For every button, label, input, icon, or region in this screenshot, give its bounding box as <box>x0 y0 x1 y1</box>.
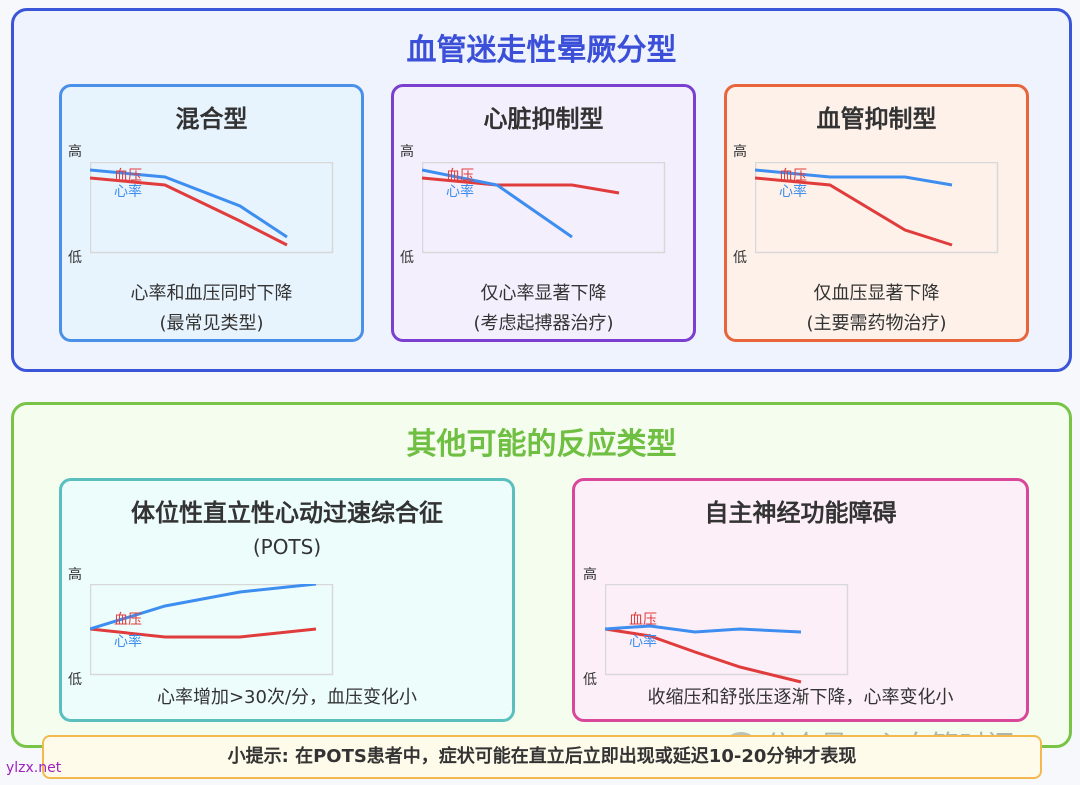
card-desc: 收缩压和舒张压逐渐下降，心率变化小 <box>647 687 954 708</box>
bp-line <box>605 627 802 684</box>
card-desc-line2: (最常见类型) <box>159 313 264 334</box>
axis-low-label: 低 <box>583 672 597 688</box>
line-chart <box>755 162 999 254</box>
axis-high-label: 高 <box>583 567 597 583</box>
legend-hr: 心率 <box>446 184 474 200</box>
legend-hr: 心率 <box>779 184 807 200</box>
legend-hr: 心率 <box>114 634 142 650</box>
vasovagal-syncope-types-section: 血管迷走性晕厥分型 混合型 高 低 血压 心率 心率和血压同时下降 (最常见类型… <box>11 8 1072 372</box>
card-subtitle: (POTS) <box>252 535 322 559</box>
line-chart <box>90 162 334 254</box>
card-title: 血管抑制型 <box>816 105 937 133</box>
legend-hr: 心率 <box>114 184 142 200</box>
bp-line <box>90 176 288 247</box>
axis-low-label: 低 <box>68 250 82 266</box>
card-title: 体位性直立性心动过速综合征 <box>131 499 443 527</box>
legend-bp: 血压 <box>114 612 142 628</box>
hr-line <box>755 168 953 187</box>
card-desc-line1: 心率和血压同时下降 <box>130 283 293 304</box>
section-title: 其他可能的反应类型 <box>406 427 677 462</box>
hr-line <box>605 624 802 634</box>
hr-line <box>90 584 317 631</box>
axis-low-label: 低 <box>400 250 414 266</box>
axis-high-label: 高 <box>733 144 747 160</box>
site-label: ylzx.net <box>6 760 62 776</box>
axis-low-label: 低 <box>68 672 82 688</box>
bp-line <box>755 176 953 247</box>
card-vasodepressor-type: 血管抑制型 高 低 血压 心率 仅血压显著下降 (主要需药物治疗) <box>724 84 1029 342</box>
legend-bp: 血压 <box>779 168 807 184</box>
card-title: 自主神经功能障碍 <box>704 499 897 527</box>
card-title: 混合型 <box>175 105 248 133</box>
axis-high-label: 高 <box>68 144 82 160</box>
card-desc: 心率增加>30次/分，血压变化小 <box>156 687 418 708</box>
section-title: 血管迷走性晕厥分型 <box>406 33 677 68</box>
legend-bp: 血压 <box>446 168 474 184</box>
axis-low-label: 低 <box>733 250 747 266</box>
axis-high-label: 高 <box>400 144 414 160</box>
card-desc-line1: 仅血压显著下降 <box>813 283 940 304</box>
card-cardioinhibitory-type: 心脏抑制型 高 低 血压 心率 仅心率显著下降 (考虑起搏器治疗) <box>391 84 696 342</box>
bp-line <box>90 627 317 639</box>
axis-high-label: 高 <box>68 567 82 583</box>
hr-line <box>90 168 288 239</box>
other-reaction-types-section: 其他可能的反应类型 体位性直立性心动过速综合征 (POTS) 高 低 血压 心率… <box>11 402 1072 748</box>
card-mixed-type: 混合型 高 低 血压 心率 心率和血压同时下降 (最常见类型) <box>59 84 364 342</box>
card-desc-line2: (主要需药物治疗) <box>806 313 947 334</box>
card-desc-line1: 仅心率显著下降 <box>480 283 607 304</box>
legend-bp: 血压 <box>629 612 657 628</box>
bp-line <box>422 176 620 195</box>
line-chart <box>422 162 666 254</box>
card-desc-line2: (考虑起搏器治疗) <box>473 313 614 334</box>
card-autonomic-dysfunction: 自主神经功能障碍 高 低 血压 心率 收缩压和舒张压逐渐下降，心率变化小 <box>572 478 1029 722</box>
card-pots: 体位性直立性心动过速综合征 (POTS) 高 低 血压 心率 心率增加>30次/… <box>59 478 515 722</box>
tip-box: 小提示: 在POTS患者中，症状可能在直立后立即出现或延迟10-20分钟才表现 <box>42 735 1042 779</box>
card-title: 心脏抑制型 <box>483 105 604 133</box>
legend-hr: 心率 <box>629 634 657 650</box>
line-chart <box>90 584 334 676</box>
hr-line <box>422 168 573 239</box>
legend-bp: 血压 <box>114 168 142 184</box>
line-chart <box>605 584 849 684</box>
